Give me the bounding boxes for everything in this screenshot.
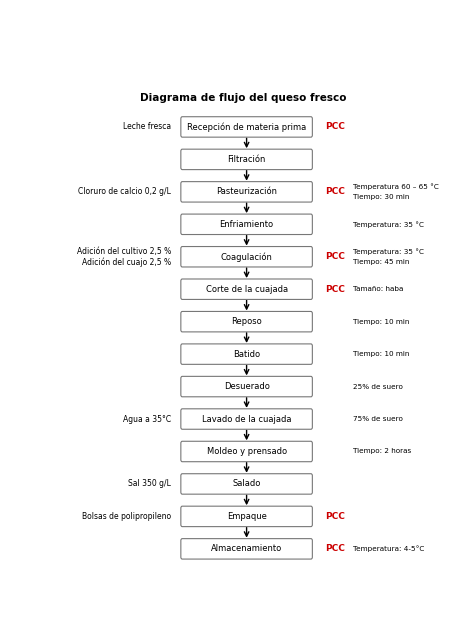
FancyBboxPatch shape	[181, 117, 312, 137]
Text: 75% de suero: 75% de suero	[353, 416, 403, 422]
FancyBboxPatch shape	[181, 214, 312, 234]
FancyBboxPatch shape	[181, 312, 312, 332]
Text: Corte de la cuajada: Corte de la cuajada	[206, 284, 288, 294]
Text: PCC: PCC	[326, 252, 346, 261]
Text: Tiempo: 30 min: Tiempo: 30 min	[353, 194, 410, 200]
Text: Lavado de la cuajada: Lavado de la cuajada	[202, 415, 292, 423]
FancyBboxPatch shape	[181, 538, 312, 559]
Text: Temperatura: 4-5°C: Temperatura: 4-5°C	[353, 545, 425, 552]
Text: Batido: Batido	[233, 349, 260, 358]
Text: PCC: PCC	[326, 284, 346, 294]
Text: Reposo: Reposo	[231, 317, 262, 326]
FancyBboxPatch shape	[181, 474, 312, 494]
FancyBboxPatch shape	[181, 344, 312, 364]
FancyBboxPatch shape	[181, 279, 312, 300]
Text: Adición del cultivo 2,5 %: Adición del cultivo 2,5 %	[77, 247, 171, 256]
Text: Temperatura: 35 °C: Temperatura: 35 °C	[353, 248, 424, 255]
Text: Diagrama de flujo del queso fresco: Diagrama de flujo del queso fresco	[140, 93, 346, 103]
Text: Tiempo: 45 min: Tiempo: 45 min	[353, 258, 410, 265]
Text: Empaque: Empaque	[227, 512, 266, 521]
Text: Moldeo y prensado: Moldeo y prensado	[207, 447, 287, 456]
Text: Filtración: Filtración	[228, 155, 266, 164]
Text: PCC: PCC	[326, 512, 346, 521]
FancyBboxPatch shape	[181, 181, 312, 202]
Text: Cloruro de calcio 0,2 g/L: Cloruro de calcio 0,2 g/L	[78, 187, 171, 197]
FancyBboxPatch shape	[181, 409, 312, 429]
Text: Leche fresca: Leche fresca	[123, 123, 171, 131]
Text: Tiempo: 10 min: Tiempo: 10 min	[353, 319, 410, 325]
Text: PCC: PCC	[326, 123, 346, 131]
FancyBboxPatch shape	[181, 246, 312, 267]
Text: Adición del cuajo 2,5 %: Adición del cuajo 2,5 %	[82, 257, 171, 267]
Text: Recepción de materia prima: Recepción de materia prima	[187, 122, 306, 131]
Text: Salado: Salado	[232, 480, 261, 489]
Text: Enfriamiento: Enfriamiento	[219, 220, 273, 229]
Text: PCC: PCC	[326, 187, 346, 197]
Text: Temperatura: 35 °C: Temperatura: 35 °C	[353, 221, 424, 228]
Text: Tamaño: haba: Tamaño: haba	[353, 286, 403, 292]
Text: Pasteurización: Pasteurización	[216, 187, 277, 197]
FancyBboxPatch shape	[181, 149, 312, 169]
Text: 25% de suero: 25% de suero	[353, 384, 403, 389]
Text: Tiempo: 10 min: Tiempo: 10 min	[353, 351, 410, 357]
Text: Coagulación: Coagulación	[221, 252, 273, 262]
Text: Desuerado: Desuerado	[224, 382, 270, 391]
FancyBboxPatch shape	[181, 506, 312, 526]
Text: PCC: PCC	[326, 544, 346, 554]
Text: Sal 350 g/L: Sal 350 g/L	[128, 480, 171, 489]
FancyBboxPatch shape	[181, 441, 312, 462]
Text: Temperatura 60 – 65 °C: Temperatura 60 – 65 °C	[353, 184, 439, 190]
Text: Agua a 35°C: Agua a 35°C	[123, 415, 171, 423]
Text: Bolsas de polipropileno: Bolsas de polipropileno	[82, 512, 171, 521]
Text: Tiempo: 2 horas: Tiempo: 2 horas	[353, 449, 411, 454]
Text: Almacenamiento: Almacenamiento	[211, 544, 282, 554]
FancyBboxPatch shape	[181, 377, 312, 397]
